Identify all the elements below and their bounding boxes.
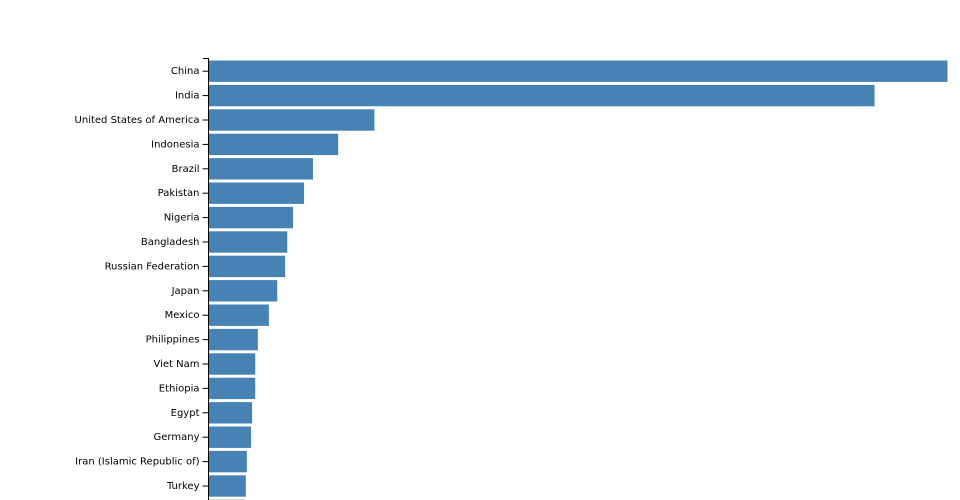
bar bbox=[208, 279, 279, 303]
y-tick-label: Egypt bbox=[171, 408, 200, 419]
bar bbox=[208, 401, 254, 425]
y-tick-label: Brazil bbox=[172, 164, 200, 175]
bar bbox=[208, 376, 257, 401]
y-tick-label: Indonesia bbox=[151, 139, 199, 150]
y-tick-label: United States of America bbox=[75, 115, 200, 126]
bar bbox=[208, 449, 248, 474]
y-tick-label: Germany bbox=[154, 432, 200, 443]
y-tick-label: Mexico bbox=[165, 310, 200, 321]
bar bbox=[208, 83, 876, 108]
bar bbox=[208, 108, 376, 132]
y-tick-label: Russian Federation bbox=[105, 261, 200, 272]
bar bbox=[208, 303, 270, 327]
bar bbox=[208, 181, 306, 205]
y-tick-label: Turkey bbox=[166, 481, 200, 492]
y-tick-label: India bbox=[175, 91, 200, 102]
bar bbox=[208, 59, 949, 83]
y-tick-label: Ethiopia bbox=[159, 383, 200, 394]
bar bbox=[208, 230, 289, 254]
y-tick-label: Philippines bbox=[146, 335, 200, 346]
bar bbox=[208, 327, 259, 352]
y-tick-label: Iran (Islamic Republic of) bbox=[75, 457, 199, 468]
bar bbox=[208, 352, 257, 376]
bar bbox=[208, 205, 295, 230]
y-tick-label: Nigeria bbox=[164, 213, 200, 224]
y-tick-label: Bangladesh bbox=[141, 237, 200, 248]
bar bbox=[208, 157, 314, 181]
y-tick-label: Viet Nam bbox=[153, 359, 199, 370]
y-tick-label: Japan bbox=[171, 286, 200, 297]
bar bbox=[208, 474, 247, 498]
y-tick-label: Pakistan bbox=[158, 188, 200, 199]
bar bbox=[208, 132, 340, 157]
bar bbox=[208, 254, 287, 279]
axis-domain bbox=[203, 58, 209, 500]
bar bbox=[208, 425, 253, 449]
y-tick-label: China bbox=[171, 66, 200, 77]
